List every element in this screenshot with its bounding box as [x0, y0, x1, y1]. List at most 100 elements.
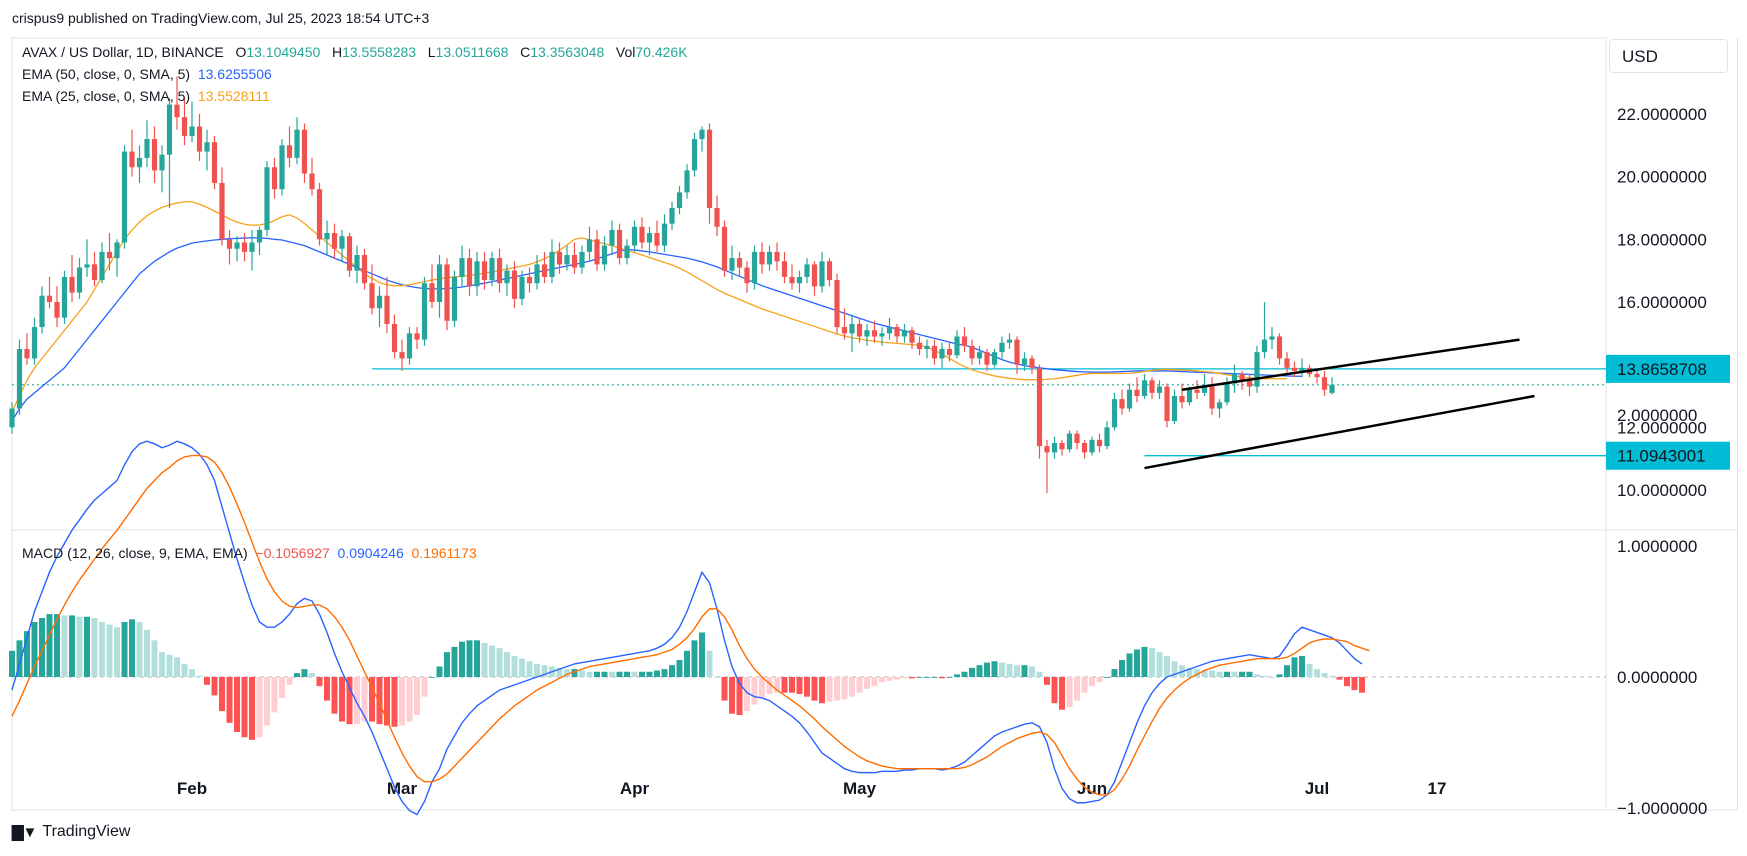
candle [219, 167, 225, 246]
candle [1021, 352, 1028, 371]
candle-body [579, 251, 585, 268]
candle [879, 327, 885, 346]
macd-histogram-bar [706, 650, 713, 677]
candle-body [1059, 443, 1065, 450]
candle-body [1239, 374, 1245, 381]
candle-body [444, 264, 450, 321]
candle [189, 101, 195, 143]
macd-histogram-bar [1059, 677, 1065, 710]
candle [474, 251, 480, 296]
candle-body [39, 295, 45, 328]
macd-histogram-bar [699, 632, 705, 677]
macd-histogram-bar [174, 657, 180, 677]
candle [766, 245, 773, 271]
candle [654, 220, 660, 252]
candle-body [144, 139, 150, 158]
candle-body [226, 239, 233, 249]
candle-body [384, 295, 390, 324]
candle-body [129, 151, 135, 168]
candle-body [549, 251, 555, 277]
open-label: O [235, 44, 247, 60]
macd-histogram-bar [1111, 669, 1118, 677]
macd-histogram-bar [789, 677, 795, 693]
time-tick-label: 17 [1428, 779, 1447, 798]
candle [1164, 383, 1170, 428]
candle-body [571, 255, 578, 268]
candle [1081, 439, 1088, 459]
macd-histogram-bar [676, 659, 683, 677]
candle [549, 239, 555, 284]
candle-body [916, 342, 923, 349]
macd-histogram-bar [219, 677, 225, 712]
candle [871, 320, 878, 343]
macd-histogram-bar [1149, 648, 1155, 677]
macd-histogram-bar [181, 663, 188, 677]
macd-histogram-bar [744, 677, 750, 712]
macd-histogram-bar [451, 646, 458, 677]
candle-body [931, 345, 938, 359]
macd-histogram-bar [204, 677, 210, 685]
macd-histogram-bar [106, 624, 113, 677]
tradingview-logo-icon: ▇▼ [12, 824, 37, 841]
macd-histogram-bar [286, 677, 293, 685]
macd-histogram-bar [489, 645, 495, 677]
candle-body [481, 261, 488, 281]
macd-histogram-bar [189, 669, 195, 677]
candle-body [369, 283, 375, 309]
candle [931, 339, 938, 365]
candle [69, 255, 75, 302]
price-tag-label: 11.0943001 [1617, 447, 1706, 466]
currency-selector[interactable]: USD [1609, 39, 1728, 73]
candle [646, 226, 653, 255]
macd-histogram-bar [639, 671, 645, 677]
candle-body [241, 242, 248, 252]
candle [624, 239, 630, 265]
time-tick-label: Apr [620, 779, 650, 798]
candle-body [639, 226, 645, 243]
candle-body [961, 336, 968, 346]
macd-histogram-bar [399, 677, 405, 726]
candle [1261, 302, 1268, 359]
macd-histogram-bar [16, 640, 23, 677]
candle [1254, 345, 1260, 393]
candle-body [294, 129, 300, 158]
candle [444, 258, 450, 331]
candle [451, 270, 458, 328]
candle [849, 314, 855, 353]
candle [226, 229, 233, 265]
candle-body [879, 333, 885, 337]
macd-histogram-bar [391, 677, 398, 727]
candle [1029, 355, 1035, 375]
candle [234, 236, 240, 262]
candle [1119, 389, 1125, 415]
macd-histogram-bar [1021, 665, 1028, 677]
open-value: 13.1049450 [246, 44, 321, 60]
candle [361, 248, 368, 290]
macd-histogram-bar [256, 677, 263, 738]
candle-body [1269, 336, 1275, 340]
candle-body [504, 270, 510, 284]
candle [609, 220, 615, 255]
candle-body [1066, 433, 1073, 450]
macd-histogram-bar [729, 677, 735, 714]
publisher-line: crispus9 published on TradingView.com, J… [12, 10, 430, 26]
candle-body [466, 258, 473, 287]
candle [504, 264, 510, 296]
macd-histogram-bar [594, 671, 600, 677]
ema25-label: EMA (25, close, 0, SMA, 5) [22, 88, 191, 104]
candle-body [76, 267, 83, 293]
candle-body [496, 258, 503, 284]
candle-body [136, 157, 143, 168]
candle [429, 264, 435, 309]
close-label: C [520, 44, 531, 60]
candle [781, 251, 788, 284]
candle [166, 98, 173, 208]
candle [894, 323, 900, 343]
candle-body [151, 139, 158, 171]
candle [1179, 383, 1185, 409]
macd-histogram-bar [751, 677, 758, 705]
candle-body [1179, 396, 1185, 403]
macd-histogram-bar [309, 673, 315, 677]
candle [916, 336, 923, 356]
candle [706, 123, 713, 224]
